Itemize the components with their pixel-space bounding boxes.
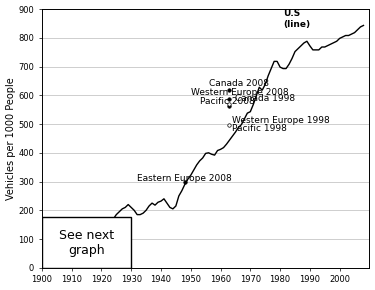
Text: Canada 2008: Canada 2008 xyxy=(209,79,268,88)
Text: Pacific 2008: Pacific 2008 xyxy=(200,97,255,106)
Text: See next
graph: See next graph xyxy=(59,229,114,257)
Text: Western Europe 2008: Western Europe 2008 xyxy=(191,88,288,97)
Text: U.S
(line): U.S (line) xyxy=(283,9,310,29)
FancyBboxPatch shape xyxy=(42,218,131,268)
Text: Eastern Europe 2008: Eastern Europe 2008 xyxy=(137,174,232,183)
Text: Western Europe 1998: Western Europe 1998 xyxy=(232,116,330,125)
Text: Canada 1998: Canada 1998 xyxy=(236,94,296,103)
Text: Pacific 1998: Pacific 1998 xyxy=(232,124,287,133)
Y-axis label: Vehicles per 1000 People: Vehicles per 1000 People xyxy=(6,77,15,200)
